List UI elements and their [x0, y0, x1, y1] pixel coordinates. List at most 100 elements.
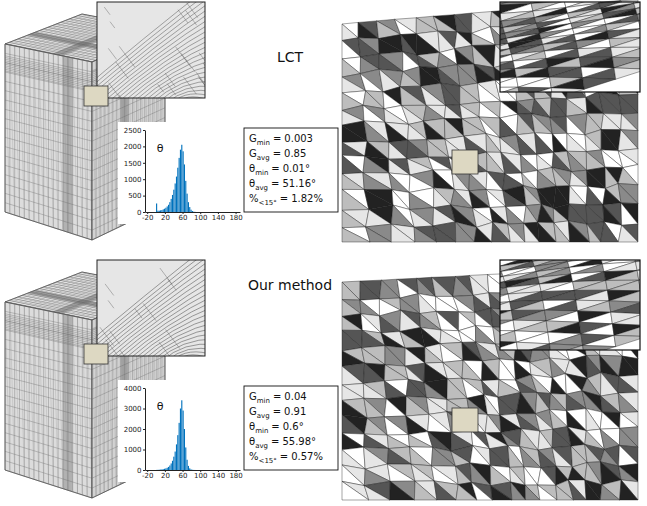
- mesh-triangle: [524, 223, 539, 242]
- mesh-triangle: [601, 373, 619, 396]
- tick-label: 0: [137, 209, 141, 217]
- stats-box: [244, 128, 338, 212]
- mesh-triangle: [436, 311, 458, 330]
- mesh-triangle: [546, 311, 579, 322]
- histogram: -20206010014018005001000150020002500θGmi…: [118, 122, 338, 224]
- mesh-triangle: [470, 463, 491, 486]
- mesh-triangle: [364, 398, 384, 418]
- mesh-edge: [167, 279, 176, 291]
- tick-label: 3000: [124, 405, 142, 413]
- mesh-triangle: [604, 262, 637, 272]
- mesh-triangle: [578, 39, 611, 49]
- histogram-bar: [185, 181, 186, 212]
- mesh-triangle: [443, 360, 463, 378]
- mesh-triangle: [517, 101, 532, 114]
- mesh-triangle: [530, 358, 552, 378]
- mesh-triangle: [570, 186, 588, 205]
- mesh-triangle: [405, 348, 425, 366]
- mesh-triangle: [576, 290, 609, 301]
- mesh-triangle: [619, 356, 638, 376]
- zoom-marker: [84, 86, 108, 106]
- mesh-triangle: [389, 173, 410, 192]
- mesh-triangle: [434, 481, 456, 500]
- histogram-bar: [188, 466, 189, 470]
- mesh-triangle: [546, 49, 579, 59]
- mesh-triangle: [548, 322, 581, 334]
- tick: 1000: [124, 446, 145, 454]
- tick-label: 2500: [124, 127, 142, 135]
- tick: 0: [137, 209, 145, 217]
- mesh-triangle: [538, 431, 552, 450]
- mesh-triangle: [621, 203, 638, 225]
- mesh-triangle: [618, 130, 638, 151]
- mesh-triangle: [342, 228, 370, 242]
- tick-label: 500: [128, 192, 141, 200]
- mesh-edge: [5, 326, 92, 345]
- mesh-triangle: [607, 280, 640, 291]
- mesh-triangle: [621, 114, 638, 131]
- mesh-triangle: [379, 54, 403, 71]
- tick-label: 180: [229, 472, 242, 480]
- mesh-triangle: [358, 21, 378, 39]
- mesh-triangle: [491, 482, 512, 500]
- mesh-triangle: [433, 16, 456, 32]
- mesh-triangle: [551, 88, 584, 92]
- mesh-triangle: [498, 397, 516, 415]
- mesh-triangle: [499, 359, 516, 380]
- mesh-triangle: [474, 64, 495, 83]
- mesh-triangle: [618, 168, 638, 185]
- mesh-triangle: [366, 227, 392, 242]
- mesh-edge: [73, 58, 78, 235]
- mesh-triangle: [508, 223, 525, 242]
- mesh-triangle: [454, 15, 471, 34]
- mesh-triangle: [567, 133, 586, 151]
- zoom-inset: [67, 240, 215, 400]
- tick-label: 2000: [124, 426, 142, 434]
- histogram-bar: [156, 469, 157, 470]
- mesh-triangle: [506, 207, 524, 224]
- tick-label: 60: [179, 214, 188, 222]
- mesh-edge: [63, 314, 68, 490]
- mesh-edge: [39, 309, 44, 482]
- mesh-triangle: [500, 342, 518, 350]
- mesh-triangle: [342, 142, 365, 156]
- mesh-triangle: [455, 222, 476, 242]
- stats-subscript: <15°: [259, 199, 277, 207]
- mesh-triangle: [384, 381, 406, 399]
- mesh-edge: [152, 334, 205, 357]
- mesh-triangle: [363, 156, 389, 173]
- mesh-triangle: [579, 47, 612, 57]
- mesh-triangle: [444, 118, 464, 139]
- mesh-triangle: [454, 13, 471, 33]
- mesh-edge: [24, 48, 29, 220]
- mesh-triangle: [583, 78, 616, 89]
- mesh-edge: [108, 300, 114, 308]
- mesh-triangle: [635, 260, 640, 270]
- mesh-triangle: [582, 391, 602, 412]
- panel-row: -20206010014018001000200030004000θGmin=0…: [5, 168, 647, 500]
- mesh-triangle: [342, 24, 358, 40]
- mesh-triangle: [409, 447, 432, 466]
- mesh-edge: [97, 15, 205, 98]
- histogram-bar: [176, 177, 177, 212]
- mesh-triangle: [538, 485, 557, 500]
- mesh-edge: [5, 330, 92, 350]
- mesh-triangle: [503, 191, 526, 207]
- stats-subscript: avg: [257, 154, 270, 162]
- tick: 180: [229, 212, 242, 222]
- mesh-triangle: [453, 295, 475, 312]
- histogram-bar: [183, 411, 184, 470]
- stats-value: 0.01: [283, 163, 305, 174]
- mesh-triangle: [524, 467, 538, 485]
- mesh-edge: [97, 268, 205, 357]
- mesh-triangle: [587, 167, 606, 188]
- tick-label: 2000: [124, 143, 142, 151]
- stats-relation: =: [273, 406, 281, 417]
- mesh-triangle: [581, 324, 614, 336]
- mesh-edge: [34, 50, 39, 223]
- mesh-triangle: [387, 449, 411, 465]
- mesh-triangle: [516, 67, 549, 77]
- histogram-bar: [167, 206, 168, 212]
- mesh-edge: [137, 317, 205, 356]
- stats-relation: =: [280, 193, 288, 204]
